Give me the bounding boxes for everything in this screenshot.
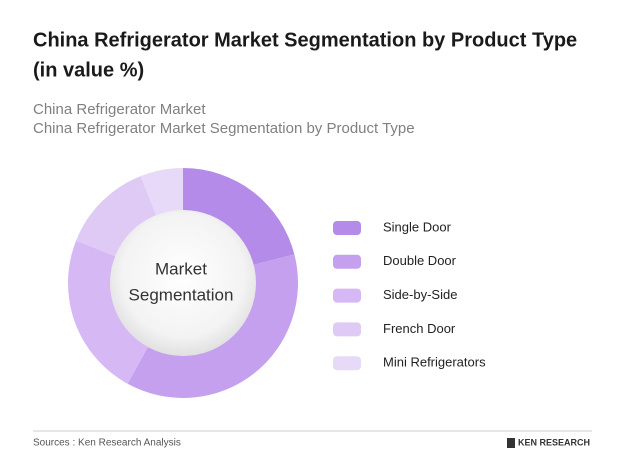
donut-slice bbox=[76, 176, 158, 258]
source: Sources : Ken Research Analysis bbox=[33, 438, 181, 449]
brand: KEN RESEARCH bbox=[518, 437, 590, 447]
legend-label: Double Door bbox=[383, 253, 457, 268]
legend-label: Mini Refrigerators bbox=[383, 355, 486, 370]
donut-slice bbox=[183, 168, 295, 266]
legend-label: Side-by-Side bbox=[383, 287, 457, 302]
legend-swatch bbox=[333, 322, 361, 337]
subtitle: China Refrigerator Market Segmentation b… bbox=[33, 120, 415, 137]
subtitle: China Refrigerator Market bbox=[33, 101, 206, 118]
logo-icon bbox=[507, 438, 515, 448]
legend-swatch bbox=[333, 356, 361, 371]
legend-swatch bbox=[333, 254, 361, 269]
legend-label: Single Door bbox=[383, 219, 452, 234]
legend-swatch bbox=[333, 221, 361, 235]
legend-label: French Door bbox=[383, 321, 456, 336]
center-label: Market bbox=[155, 259, 207, 278]
donut-slice bbox=[140, 168, 183, 218]
chart-title: China Refrigerator Market Segmentation b… bbox=[33, 29, 577, 51]
legend-swatch bbox=[333, 288, 361, 303]
center-circle bbox=[110, 210, 256, 356]
center-label: Segmentation bbox=[129, 285, 234, 304]
chart-title: (in value %) bbox=[33, 59, 144, 81]
donut-slice bbox=[68, 240, 150, 384]
